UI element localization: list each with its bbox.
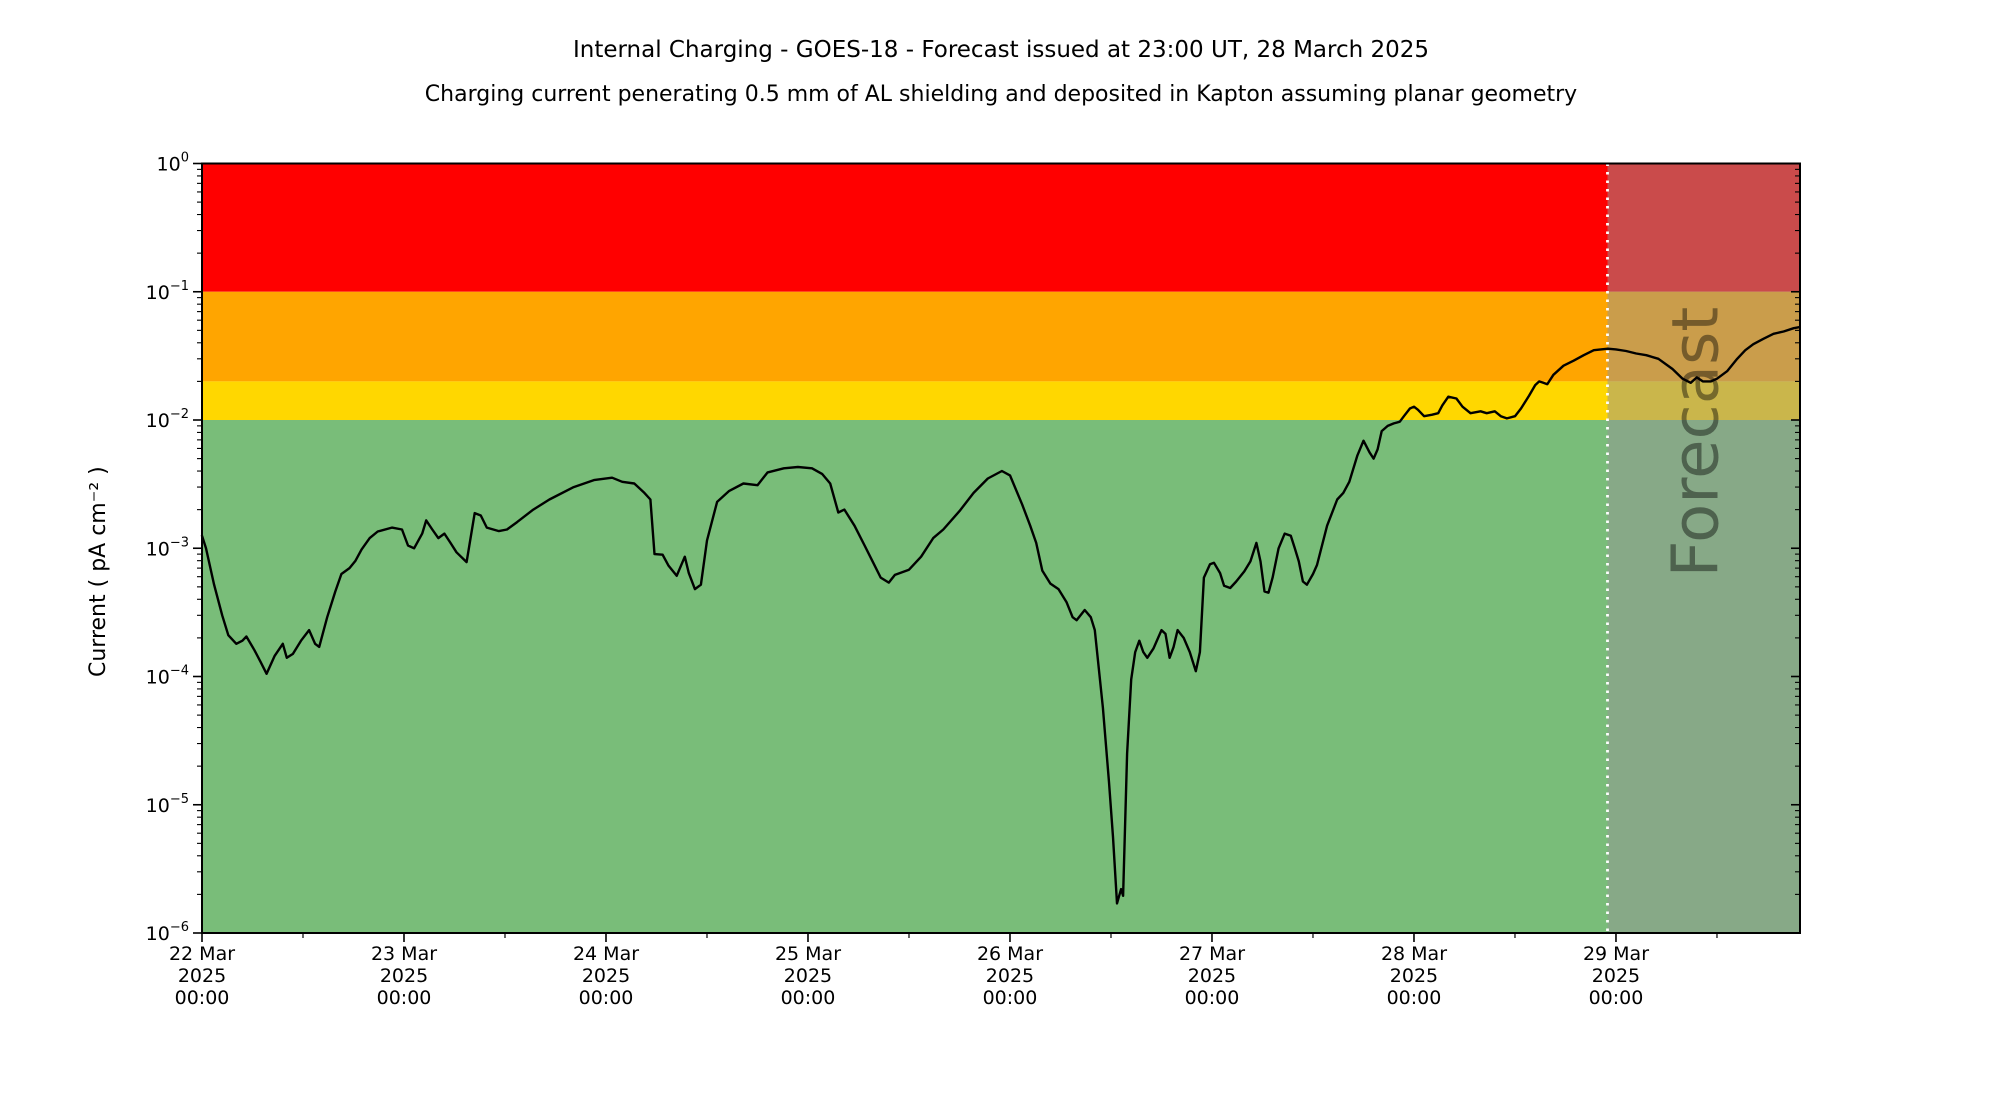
y-axis-tick-label: 10−6 bbox=[146, 920, 189, 945]
threshold-band-orange bbox=[202, 291, 1800, 382]
y-axis-tick-label: 10−4 bbox=[146, 664, 189, 689]
forecast-watermark: Forecast bbox=[1660, 307, 1734, 578]
y-axis-tick-label: 10−3 bbox=[146, 535, 189, 560]
chart-subtitle: Charging current penerating 0.5 mm of AL… bbox=[424, 82, 1578, 107]
x-axis-tick-label: 27 Mar 2025 00:00 bbox=[1179, 943, 1245, 1009]
x-axis-tick-label: 29 Mar 2025 00:00 bbox=[1583, 943, 1649, 1009]
chart-title: Internal Charging - GOES-18 - Forecast i… bbox=[572, 37, 1430, 63]
x-axis-tick-label: 26 Mar 2025 00:00 bbox=[977, 943, 1043, 1009]
x-axis-tick-label: 22 Mar 2025 00:00 bbox=[169, 943, 235, 1009]
y-axis-label: Current ( pA cm⁻² ) bbox=[86, 466, 111, 677]
forecast-overlay bbox=[1607, 163, 1800, 933]
series-line-charging-current bbox=[200, 325, 1802, 905]
y-axis-tick-label: 10−2 bbox=[146, 407, 189, 432]
threshold-band-green bbox=[202, 420, 1800, 933]
x-axis-tick-label: 24 Mar 2025 00:00 bbox=[573, 943, 639, 1009]
y-axis-tick-label: 10−1 bbox=[146, 279, 189, 304]
threshold-band-red bbox=[202, 163, 1800, 292]
y-axis-tick-label: 100 bbox=[157, 151, 189, 176]
x-axis-tick-label: 25 Mar 2025 00:00 bbox=[775, 943, 841, 1009]
threshold-band-yellow bbox=[202, 381, 1800, 420]
x-axis-tick-label: 23 Mar 2025 00:00 bbox=[371, 943, 437, 1009]
x-axis-tick-label: 28 Mar 2025 00:00 bbox=[1381, 943, 1447, 1009]
y-axis-tick-label: 10−5 bbox=[146, 792, 189, 817]
